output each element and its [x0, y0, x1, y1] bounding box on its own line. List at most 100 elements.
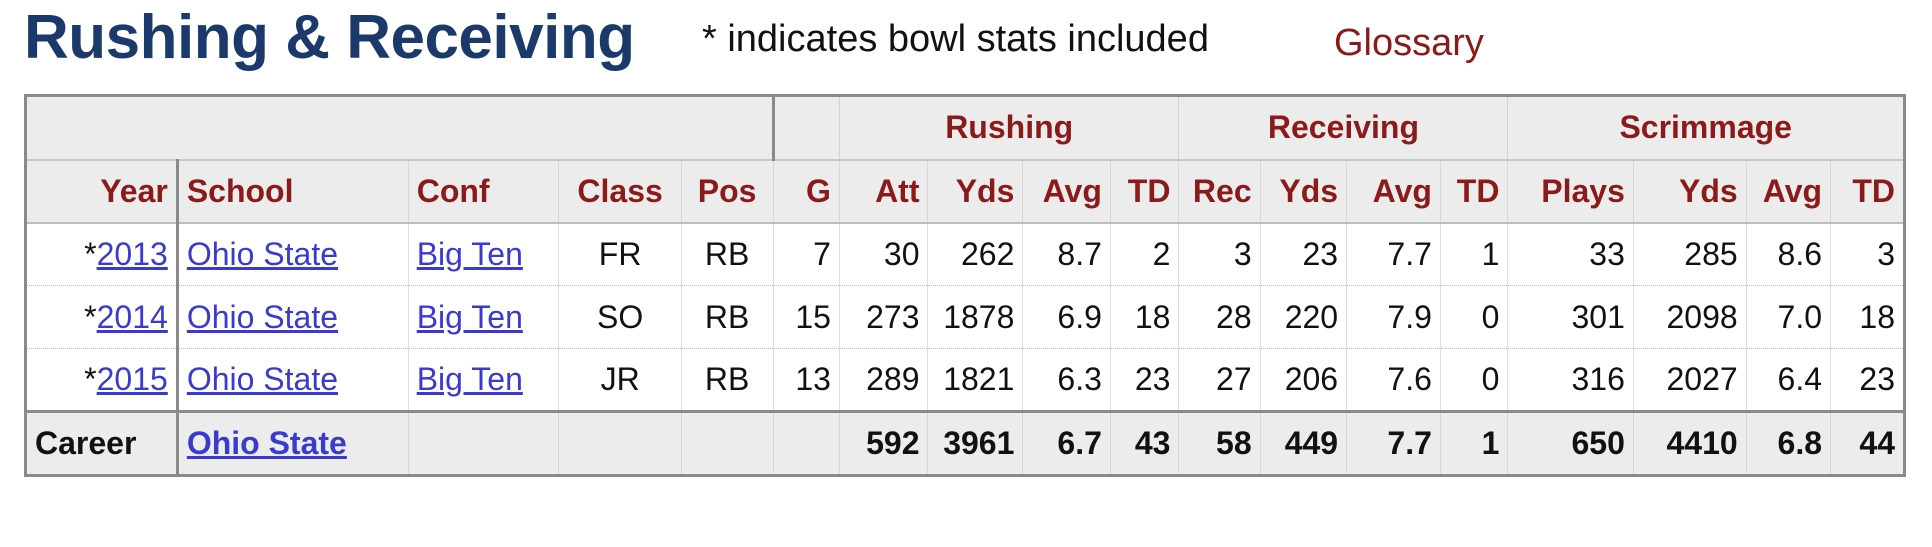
rushing-receiving-table: Rushing Receiving Scrimmage Year School …	[24, 94, 1906, 477]
school-link[interactable]: Ohio State	[186, 298, 339, 335]
group-header-row: Rushing Receiving Scrimmage	[25, 95, 1905, 161]
plays-cell: 301	[1507, 285, 1634, 349]
year-cell: *2014	[25, 285, 179, 349]
career-rec-avg: 7.7	[1346, 410, 1441, 476]
col-header-rush-td[interactable]: TD	[1109, 159, 1179, 224]
career-plays: 650	[1507, 410, 1634, 476]
col-header-rec-yds[interactable]: Yds	[1259, 159, 1347, 224]
scrim-td-cell: 18	[1830, 285, 1905, 349]
table-row: *2014 Ohio State Big Ten SO RB 15 273 18…	[25, 285, 1905, 349]
col-header-plays[interactable]: Plays	[1507, 159, 1634, 224]
col-header-conf[interactable]: Conf	[407, 159, 559, 224]
rush-avg-cell: 6.3	[1022, 348, 1111, 412]
rec-td-cell: 0	[1439, 285, 1508, 349]
scrim-avg-cell: 6.4	[1745, 348, 1831, 412]
career-rush-td: 43	[1109, 410, 1179, 476]
rush-att-cell: 289	[838, 348, 928, 412]
col-header-year[interactable]: Year	[25, 159, 179, 224]
career-school-cell: Ohio State	[176, 410, 409, 476]
group-header-games-blank	[772, 95, 840, 161]
bowl-marker: *	[84, 298, 97, 335]
career-conf-cell	[407, 410, 559, 476]
career-class-cell	[558, 410, 682, 476]
career-label: Career	[25, 410, 179, 476]
career-scrim-yds: 4410	[1632, 410, 1747, 476]
col-header-rec-avg[interactable]: Avg	[1346, 159, 1441, 224]
group-header-receiving: Receiving	[1178, 95, 1508, 161]
year-link[interactable]: 2014	[96, 298, 168, 335]
scrim-yds-cell: 2098	[1632, 285, 1747, 349]
rec-cell: 3	[1178, 222, 1261, 286]
conf-link[interactable]: Big Ten	[416, 235, 523, 272]
scrim-avg-cell: 8.6	[1745, 222, 1831, 286]
year-link[interactable]: 2013	[96, 235, 168, 272]
conf-cell: Big Ten	[407, 285, 559, 349]
career-school-link[interactable]: Ohio State	[186, 425, 347, 461]
col-header-scrim-yds[interactable]: Yds	[1632, 159, 1747, 224]
career-scrim-avg: 6.8	[1745, 410, 1831, 476]
school-link[interactable]: Ohio State	[186, 361, 339, 397]
rec-avg-cell: 7.7	[1346, 222, 1441, 286]
rec-cell: 27	[1178, 348, 1261, 412]
career-scrim-td: 44	[1830, 410, 1905, 476]
conf-cell: Big Ten	[407, 222, 559, 286]
career-rush-att: 592	[838, 410, 928, 476]
col-header-scrim-td[interactable]: TD	[1830, 159, 1905, 224]
career-rec-yds: 449	[1259, 410, 1347, 476]
rec-yds-cell: 23	[1259, 222, 1347, 286]
rush-avg-cell: 8.7	[1022, 222, 1111, 286]
scrim-yds-cell: 2027	[1632, 348, 1747, 412]
col-header-rush-avg[interactable]: Avg	[1022, 159, 1111, 224]
col-header-class[interactable]: Class	[558, 159, 682, 224]
scrim-yds-cell: 285	[1632, 222, 1747, 286]
pos-cell: RB	[680, 222, 773, 286]
rush-td-cell: 2	[1109, 222, 1179, 286]
scrim-td-cell: 3	[1830, 222, 1905, 286]
col-header-rec-td[interactable]: TD	[1439, 159, 1508, 224]
year-link[interactable]: 2015	[96, 361, 168, 397]
bowl-marker: *	[84, 361, 97, 397]
column-header-row: Year School Conf Class Pos G Att Yds Avg…	[25, 159, 1905, 224]
rush-avg-cell: 6.9	[1022, 285, 1111, 349]
conf-link[interactable]: Big Ten	[416, 361, 523, 397]
rec-avg-cell: 7.6	[1346, 348, 1441, 412]
group-header-scrimmage: Scrimmage	[1507, 95, 1905, 161]
table-row: *2015 Ohio State Big Ten JR RB 13 289 18…	[25, 348, 1905, 412]
plays-cell: 33	[1507, 222, 1634, 286]
rush-td-cell: 23	[1109, 348, 1179, 412]
col-header-rec[interactable]: Rec	[1178, 159, 1261, 224]
col-header-scrim-avg[interactable]: Avg	[1745, 159, 1831, 224]
rec-yds-cell: 206	[1259, 348, 1347, 412]
rec-td-cell: 1	[1439, 222, 1508, 286]
group-header-blank	[25, 95, 775, 161]
games-cell: 13	[772, 348, 840, 412]
group-header-rushing: Rushing	[838, 95, 1179, 161]
pos-cell: RB	[680, 285, 773, 349]
col-header-rush-yds[interactable]: Yds	[927, 159, 1023, 224]
year-cell: *2013	[25, 222, 179, 286]
class-cell: JR	[558, 348, 682, 412]
rec-cell: 28	[1178, 285, 1261, 349]
plays-cell: 316	[1507, 348, 1634, 412]
col-header-g[interactable]: G	[772, 159, 840, 224]
career-pos-cell	[680, 410, 773, 476]
conf-link[interactable]: Big Ten	[416, 298, 523, 335]
career-rec: 58	[1178, 410, 1261, 476]
rush-att-cell: 273	[838, 285, 928, 349]
games-cell: 7	[772, 222, 840, 286]
career-games-cell	[772, 410, 840, 476]
school-cell: Ohio State	[176, 285, 409, 349]
col-header-pos[interactable]: Pos	[680, 159, 773, 224]
career-rush-avg: 6.7	[1022, 410, 1111, 476]
rush-att-cell: 30	[838, 222, 928, 286]
section-header: Rushing & Receiving * indicates bowl sta…	[24, 0, 1904, 84]
school-cell: Ohio State	[176, 348, 409, 412]
school-link[interactable]: Ohio State	[186, 235, 339, 272]
rush-yds-cell: 1821	[927, 348, 1023, 412]
col-header-school[interactable]: School	[176, 159, 409, 224]
rec-td-cell: 0	[1439, 348, 1508, 412]
col-header-rush-att[interactable]: Att	[838, 159, 928, 224]
games-cell: 15	[772, 285, 840, 349]
rec-avg-cell: 7.9	[1346, 285, 1441, 349]
glossary-link[interactable]: Glossary	[1334, 22, 1484, 64]
